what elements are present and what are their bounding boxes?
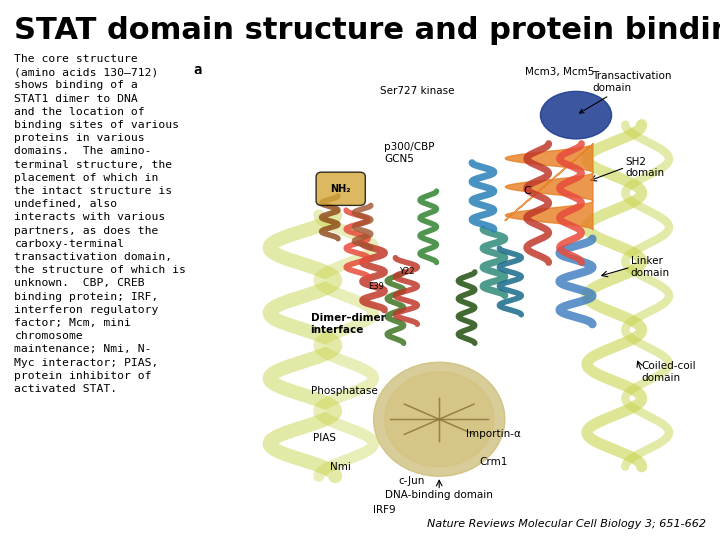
Text: Mcm3, Mcm5: Mcm3, Mcm5 bbox=[525, 68, 594, 77]
Text: Y22: Y22 bbox=[399, 267, 414, 276]
Text: p300/CBP
GCN5: p300/CBP GCN5 bbox=[384, 143, 435, 164]
Text: Coiled-coil
domain: Coiled-coil domain bbox=[642, 361, 696, 382]
Text: PIAS: PIAS bbox=[312, 433, 336, 443]
Ellipse shape bbox=[541, 91, 611, 139]
Text: The core structure
(amino acids 130–712)
shows binding of a
STAT1 dimer to DNA
a: The core structure (amino acids 130–712)… bbox=[14, 54, 186, 394]
Circle shape bbox=[374, 362, 505, 476]
Text: IRF9: IRF9 bbox=[373, 504, 396, 515]
Text: DNA-binding domain: DNA-binding domain bbox=[385, 490, 493, 500]
Text: Dimer–dimer
interface: Dimer–dimer interface bbox=[310, 313, 385, 335]
Text: a: a bbox=[193, 63, 202, 77]
Text: E39: E39 bbox=[369, 282, 384, 291]
Text: Nature Reviews Molecular Cell Biology 3; 651-662: Nature Reviews Molecular Cell Biology 3;… bbox=[426, 519, 706, 529]
Circle shape bbox=[384, 372, 494, 467]
Text: NH₂: NH₂ bbox=[330, 184, 351, 194]
Text: Linker
domain: Linker domain bbox=[631, 256, 670, 278]
Text: Phosphatase: Phosphatase bbox=[310, 386, 377, 396]
Text: c-Jun: c-Jun bbox=[399, 476, 425, 486]
Text: Ser727 kinase: Ser727 kinase bbox=[380, 86, 454, 96]
Text: Importin-α: Importin-α bbox=[467, 429, 521, 438]
Text: STAT domain structure and protein binding sites: STAT domain structure and protein bindin… bbox=[14, 16, 720, 45]
Text: Transactivation
domain: Transactivation domain bbox=[580, 71, 672, 113]
FancyBboxPatch shape bbox=[316, 172, 365, 205]
Text: Nmi: Nmi bbox=[330, 462, 351, 472]
Text: C: C bbox=[523, 186, 531, 196]
Text: SH2
domain: SH2 domain bbox=[625, 157, 665, 178]
Text: Crm1: Crm1 bbox=[480, 457, 508, 467]
